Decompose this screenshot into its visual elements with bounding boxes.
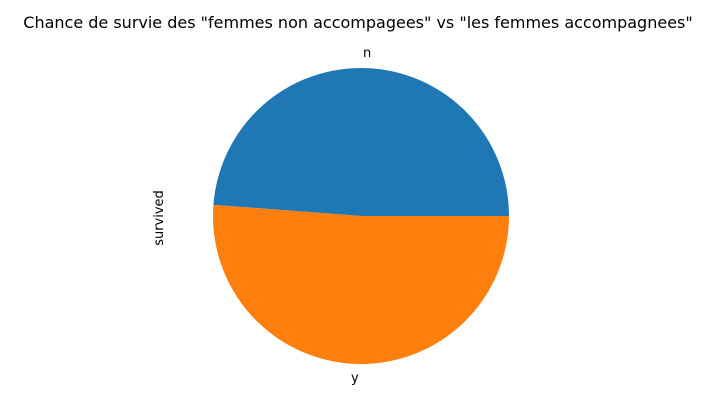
y-axis-label: survived bbox=[152, 190, 167, 246]
pie-slice-n bbox=[213, 67, 510, 216]
chart-title: Chance de survie des "femmes non accompa… bbox=[23, 13, 692, 32]
pie-slice-y bbox=[213, 204, 509, 364]
pie-slice-labels: ny bbox=[351, 46, 371, 386]
pie-slice-label-n: n bbox=[363, 46, 371, 61]
pie-slice-label-y: y bbox=[351, 371, 359, 386]
pie-slices bbox=[213, 67, 510, 364]
